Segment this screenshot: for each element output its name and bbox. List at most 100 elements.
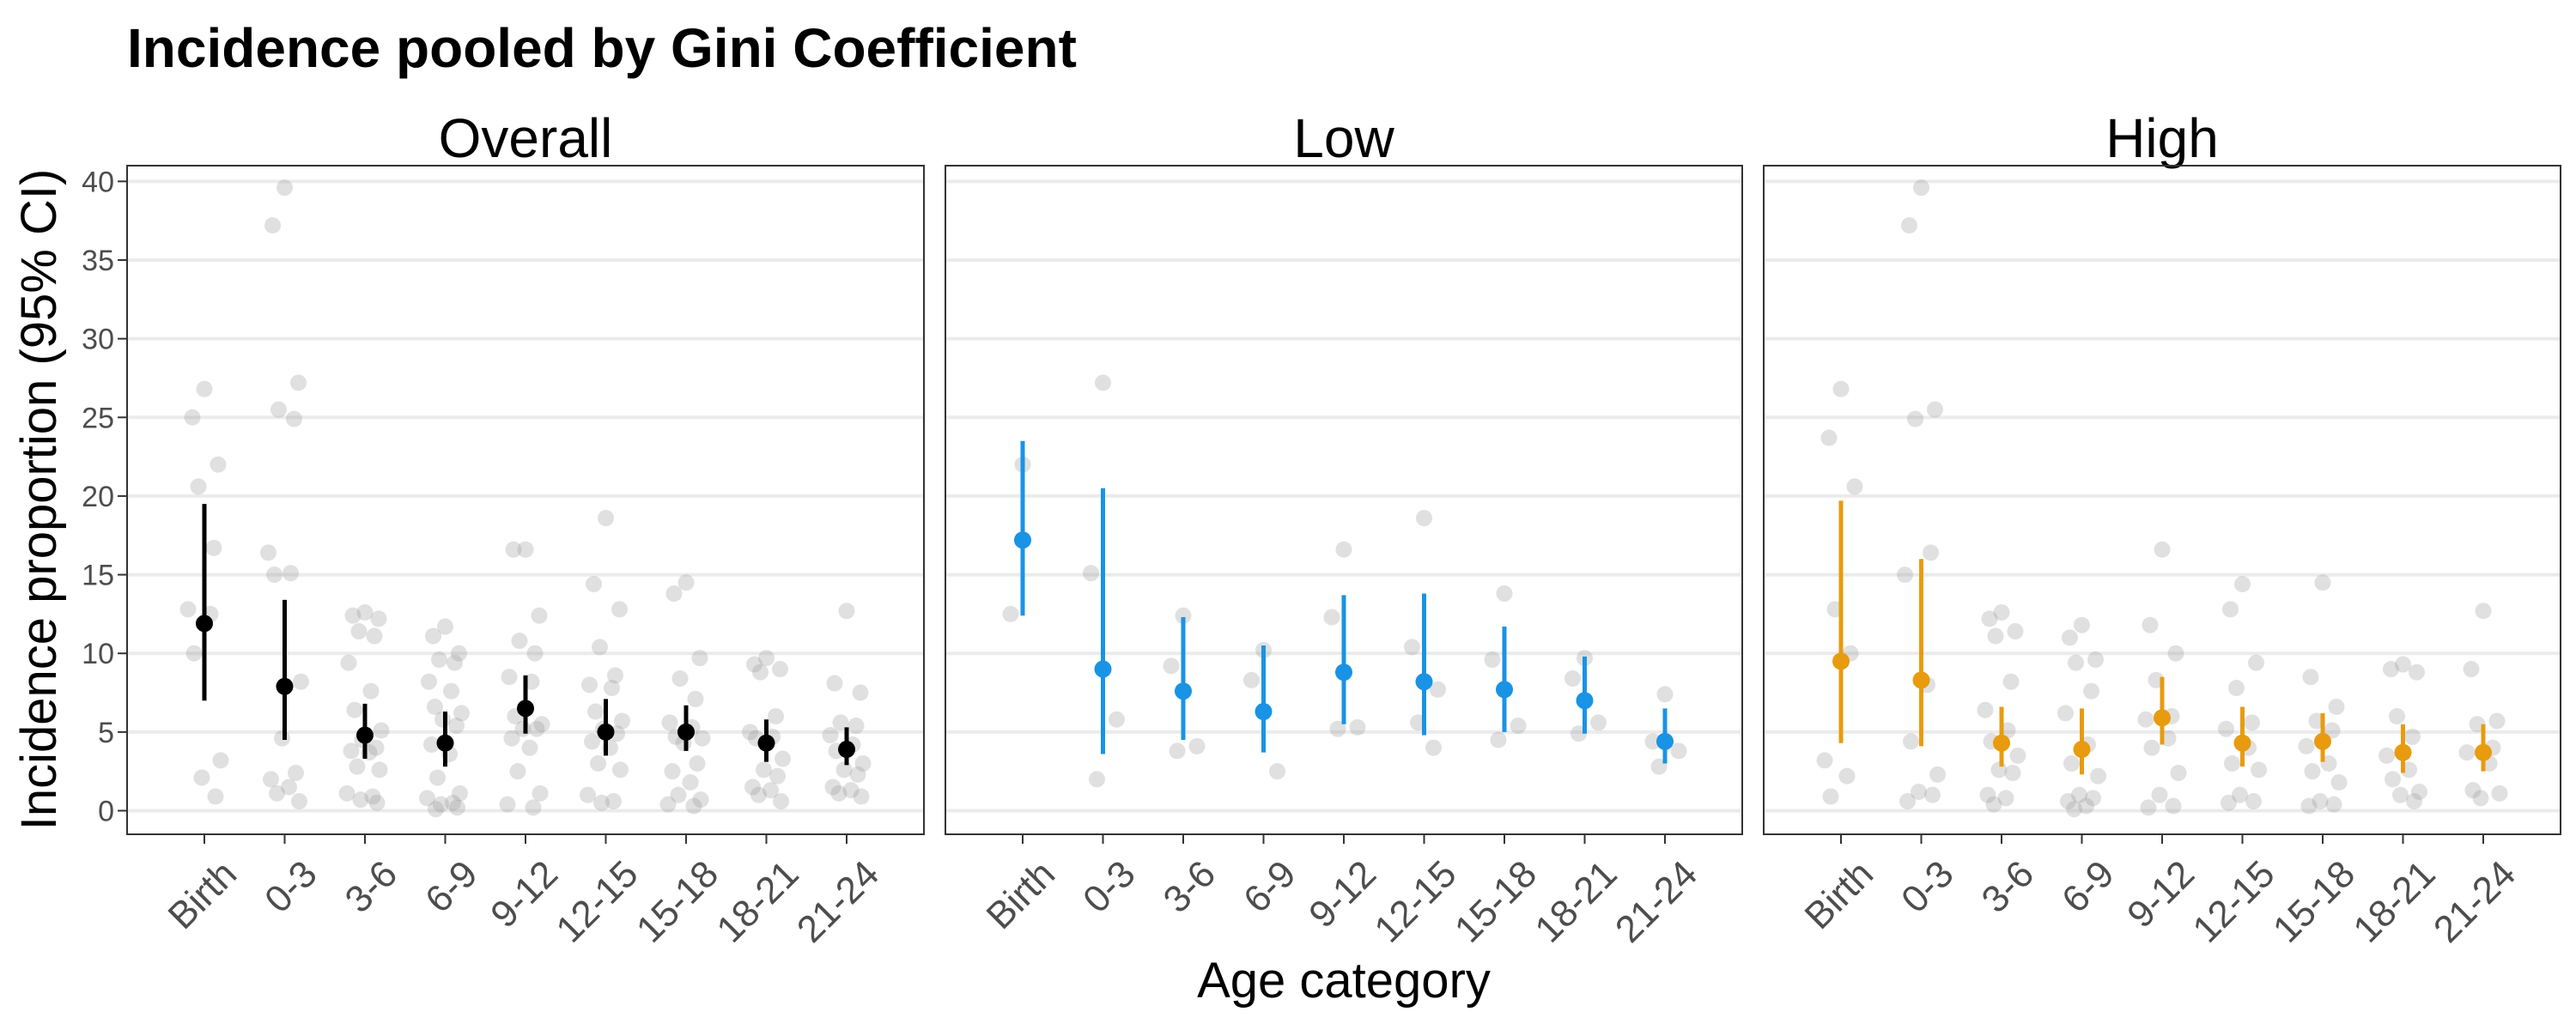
study-point bbox=[2298, 737, 2315, 754]
study-point bbox=[2411, 784, 2427, 801]
x-tick-label: 18-21 bbox=[2345, 852, 2443, 950]
study-point bbox=[853, 788, 870, 805]
study-point bbox=[445, 794, 461, 811]
y-tick-label: 20 bbox=[82, 481, 114, 513]
study-point bbox=[1590, 714, 1607, 731]
panel-label-high: High bbox=[2105, 107, 2219, 169]
study-point bbox=[2062, 629, 2078, 646]
x-tick-label: 6-9 bbox=[1236, 852, 1304, 921]
study-point bbox=[2463, 661, 2480, 678]
study-point bbox=[1163, 657, 1180, 675]
study-point bbox=[1188, 737, 1206, 754]
study-point bbox=[196, 380, 213, 397]
study-point bbox=[587, 703, 604, 720]
study-point bbox=[1990, 761, 2008, 779]
study-point bbox=[350, 623, 368, 640]
study-point bbox=[2165, 797, 2182, 815]
study-point bbox=[283, 565, 299, 582]
study-point bbox=[419, 790, 435, 807]
x-tick-label: 15-18 bbox=[2265, 852, 2363, 950]
study-point bbox=[2007, 623, 2024, 640]
y-tick-label: 30 bbox=[82, 324, 114, 356]
study-point bbox=[364, 788, 381, 805]
study-point bbox=[687, 690, 704, 707]
pooled-point-Birth bbox=[196, 615, 213, 633]
study-point bbox=[2488, 712, 2506, 730]
gridlines-overall bbox=[127, 179, 924, 813]
pooled-point-0-3 bbox=[276, 677, 294, 695]
study-point bbox=[276, 179, 293, 197]
study-point bbox=[368, 794, 386, 811]
study-point bbox=[2248, 654, 2264, 671]
pooled-point-Birth bbox=[1014, 531, 1031, 549]
study-point bbox=[854, 755, 872, 772]
study-point bbox=[1822, 788, 1839, 805]
study-point bbox=[453, 705, 470, 722]
pooled-point-6-9 bbox=[436, 734, 454, 752]
study-point bbox=[1349, 718, 1366, 736]
study-point bbox=[421, 673, 437, 690]
study-point bbox=[2406, 793, 2422, 810]
study-point bbox=[452, 785, 468, 802]
study-point bbox=[832, 714, 849, 731]
study-point bbox=[1323, 609, 1340, 626]
x-tick-label: 0-3 bbox=[1893, 852, 1962, 921]
study-point bbox=[2389, 708, 2405, 725]
x-tick-label: 6-9 bbox=[417, 852, 486, 921]
study-point bbox=[293, 673, 309, 690]
x-tick-label: 18-21 bbox=[1527, 852, 1625, 950]
study-point bbox=[2383, 661, 2399, 678]
panel-label-overall: Overall bbox=[439, 107, 613, 169]
study-point bbox=[1496, 585, 1513, 603]
study-point bbox=[2087, 651, 2104, 669]
study-point bbox=[1846, 478, 1863, 495]
study-point bbox=[664, 763, 681, 780]
pooled-point-6-9 bbox=[2073, 741, 2091, 759]
study-point bbox=[2167, 645, 2184, 662]
x-tick-label: 21-24 bbox=[2426, 852, 2524, 950]
study-point bbox=[447, 654, 463, 671]
study-point bbox=[1903, 733, 1919, 750]
study-point bbox=[1095, 374, 1111, 391]
x-tick-label: 3-6 bbox=[1156, 852, 1224, 921]
study-point bbox=[772, 661, 788, 678]
study-point bbox=[598, 510, 614, 527]
study-point bbox=[1169, 742, 1186, 760]
pooled-point-9-12 bbox=[1335, 663, 1352, 682]
study-point bbox=[2314, 574, 2331, 591]
study-point bbox=[2251, 761, 2267, 779]
study-point bbox=[2218, 720, 2234, 737]
pooled-point-15-18 bbox=[1496, 681, 1513, 699]
study-point bbox=[1901, 217, 1917, 234]
study-point bbox=[1425, 739, 1442, 756]
study-point bbox=[1899, 793, 1916, 810]
study-point bbox=[356, 604, 374, 621]
study-point bbox=[1175, 607, 1192, 624]
study-point bbox=[2300, 797, 2318, 815]
study-point bbox=[179, 601, 197, 618]
study-point bbox=[371, 761, 388, 779]
study-point bbox=[586, 576, 602, 593]
study-point bbox=[448, 718, 465, 735]
study-point bbox=[433, 796, 449, 813]
pooled-point-12-15 bbox=[597, 723, 615, 741]
study-point bbox=[682, 774, 699, 791]
study-point bbox=[449, 799, 465, 816]
study-point bbox=[2057, 705, 2074, 722]
study-point bbox=[207, 788, 224, 805]
study-point bbox=[270, 401, 287, 418]
study-point bbox=[2330, 774, 2348, 791]
study-point bbox=[2090, 767, 2106, 785]
study-point bbox=[370, 610, 387, 627]
study-point bbox=[2491, 785, 2508, 802]
study-point bbox=[581, 676, 598, 694]
study-point bbox=[2222, 601, 2239, 618]
y-tick-label: 5 bbox=[98, 717, 114, 749]
study-point bbox=[1927, 401, 1943, 418]
study-point bbox=[2475, 603, 2492, 620]
study-point bbox=[528, 720, 545, 737]
study-point bbox=[2244, 714, 2260, 731]
